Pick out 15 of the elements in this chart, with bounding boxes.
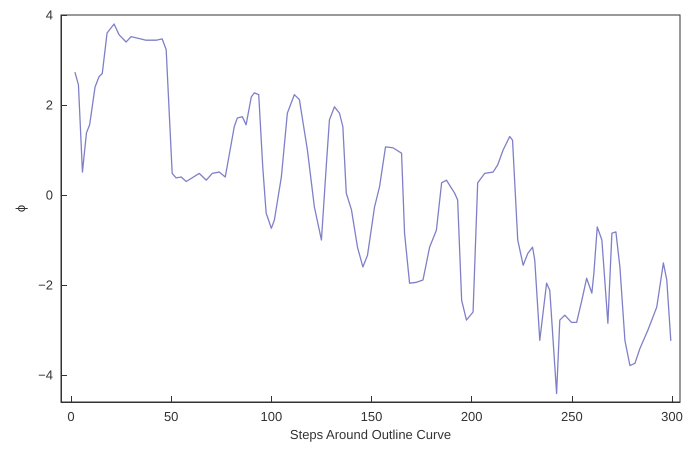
x-tick-label: 50 bbox=[164, 409, 178, 424]
x-tick-label: 0 bbox=[67, 409, 75, 424]
x-tick-label: 300 bbox=[661, 409, 683, 424]
y-tick-label: −2 bbox=[38, 278, 53, 292]
y-tick-label: 2 bbox=[46, 98, 53, 112]
x-axis-title: Steps Around Outline Curve bbox=[290, 427, 452, 442]
x-tick-label: 250 bbox=[560, 409, 583, 424]
y-tick-label: 0 bbox=[46, 188, 53, 202]
line-series bbox=[74, 23, 672, 394]
y-tick-label: −4 bbox=[38, 368, 53, 382]
x-tick-label: 150 bbox=[360, 409, 382, 424]
y-tick-label: 4 bbox=[46, 8, 53, 22]
x-tick-label: 200 bbox=[460, 409, 483, 424]
y-axis-title: ϕ bbox=[13, 204, 28, 212]
x-tick-label: 100 bbox=[260, 409, 282, 424]
